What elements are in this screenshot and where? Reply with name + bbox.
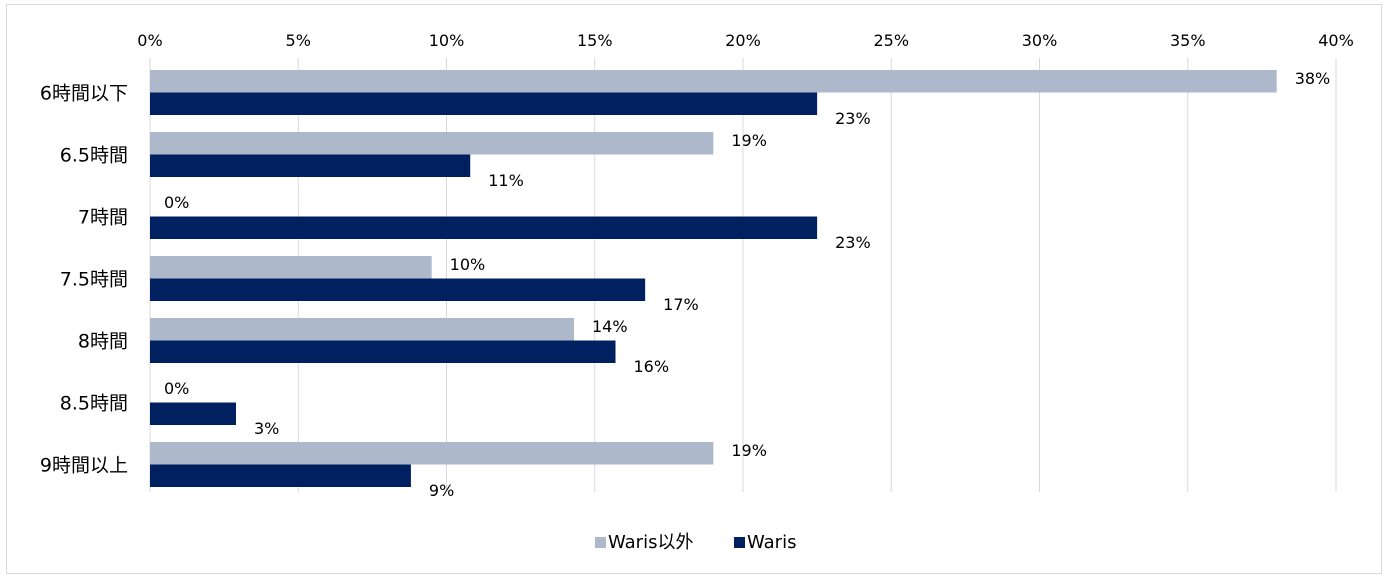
category-label-6: 9時間以上 [40, 455, 128, 477]
data-label-waris-2: 23% [835, 233, 871, 252]
x-tick-label-0: 0% [137, 31, 162, 50]
bar-waris-5 [150, 402, 236, 425]
x-tick-label-30: 30% [1022, 31, 1058, 50]
bar-waris-1 [150, 154, 471, 177]
bar-waris-0 [150, 92, 818, 115]
bar-others-3 [150, 256, 432, 279]
data-label-others-3: 10% [450, 255, 486, 274]
bar-others-0 [150, 70, 1277, 93]
legend-swatch-waris [734, 537, 745, 548]
category-label-1: 6.5時間 [60, 145, 128, 167]
data-label-others-1: 19% [731, 131, 767, 150]
category-label-2: 7時間 [78, 207, 128, 229]
x-tick-label-40: 40% [1318, 31, 1354, 50]
category-label-4: 8時間 [78, 331, 128, 353]
category-label-3: 7.5時間 [60, 269, 128, 291]
data-label-others-0: 38% [1295, 69, 1331, 88]
bar-waris-2 [150, 216, 818, 239]
category-label-5: 8.5時間 [60, 393, 128, 415]
bar-waris-3 [150, 278, 646, 301]
data-label-waris-4: 16% [634, 357, 670, 376]
data-label-others-4: 14% [592, 317, 628, 336]
bar-others-6 [150, 442, 714, 465]
data-label-waris-0: 23% [835, 109, 871, 128]
bar-others-4 [150, 318, 574, 341]
legend-swatch-others [595, 537, 606, 548]
data-label-waris-5: 3% [254, 419, 279, 438]
x-tick-label-35: 35% [1170, 31, 1206, 50]
bar-waris-6 [150, 464, 411, 487]
bar-others-1 [150, 132, 714, 155]
x-tick-label-20: 20% [725, 31, 761, 50]
data-label-others-6: 19% [731, 441, 767, 460]
data-label-waris-6: 9% [429, 481, 454, 500]
data-label-waris-1: 11% [488, 171, 524, 190]
data-label-waris-3: 17% [663, 295, 699, 314]
x-tick-label-10: 10% [429, 31, 465, 50]
data-label-others-5: 0% [164, 379, 189, 398]
x-tick-label-15: 15% [577, 31, 613, 50]
category-label-0: 6時間以下 [40, 83, 128, 105]
bar-waris-4 [150, 340, 616, 363]
x-tick-label-25: 25% [873, 31, 909, 50]
data-label-others-2: 0% [164, 193, 189, 212]
x-tick-label-5: 5% [286, 31, 311, 50]
legend-label-waris: Waris [747, 532, 796, 553]
legend-label-others: Waris以外 [608, 532, 693, 553]
